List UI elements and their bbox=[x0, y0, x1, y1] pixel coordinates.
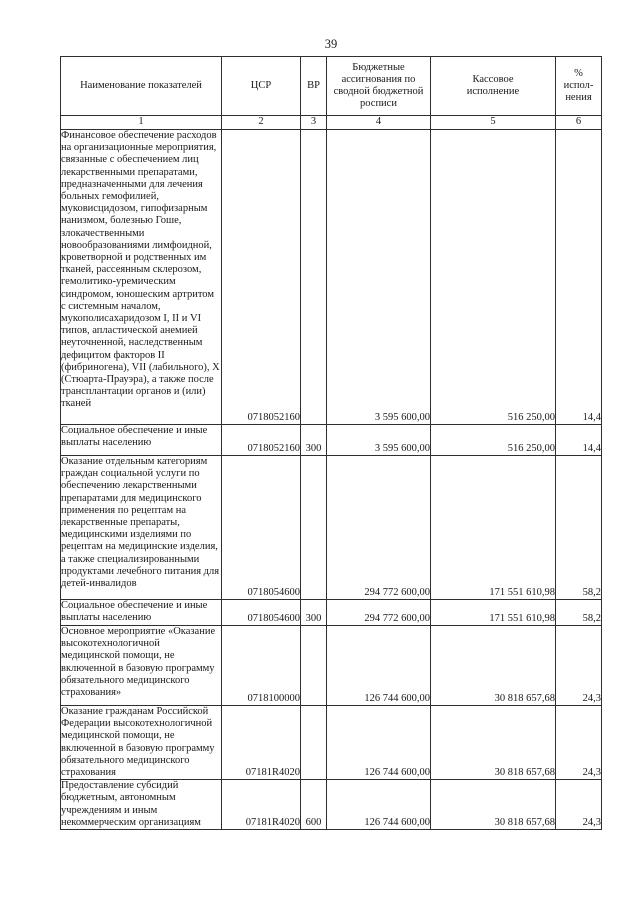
csr-code: 0718052160 bbox=[221, 129, 301, 425]
csr-code: 0718054600 bbox=[221, 599, 301, 626]
csr-code: 0718100000 bbox=[221, 625, 301, 706]
execution-percent: 14,4 bbox=[555, 424, 602, 456]
budget-allocation: 294 772 600,00 bbox=[326, 455, 431, 600]
budget-execution-table: Наименование показателей ЦСР ВР Бюджетны… bbox=[60, 56, 602, 831]
col-header-pct: % испол- нения bbox=[555, 56, 602, 116]
table-row: Оказание отдельным категориям граждан со… bbox=[60, 455, 602, 600]
column-number-row: 1 2 3 4 5 6 bbox=[60, 115, 602, 130]
header-row: Наименование показателей ЦСР ВР Бюджетны… bbox=[60, 56, 602, 116]
vr-code bbox=[300, 704, 327, 781]
budget-allocation: 3 595 600,00 bbox=[326, 129, 431, 425]
csr-code: 0718052160 bbox=[221, 424, 301, 456]
budget-allocation: 126 744 600,00 bbox=[326, 779, 431, 831]
execution-percent: 58,2 bbox=[555, 599, 602, 626]
vr-code: 300 bbox=[300, 599, 327, 626]
page-number: 39 bbox=[324, 37, 338, 51]
col-num-1: 1 bbox=[60, 115, 222, 130]
budget-allocation: 126 744 600,00 bbox=[326, 625, 431, 706]
col-header-budget: Бюджетные ассигнования по сводной бюджет… bbox=[326, 56, 431, 116]
col-header-vr: ВР bbox=[300, 56, 327, 116]
vr-code: 300 bbox=[300, 424, 327, 456]
cash-execution: 30 818 657,68 bbox=[430, 779, 556, 831]
execution-percent: 58,2 bbox=[555, 455, 602, 600]
execution-percent: 24,3 bbox=[555, 779, 602, 831]
col-num-3: 3 bbox=[300, 115, 327, 130]
cash-execution: 171 551 610,98 bbox=[430, 455, 556, 600]
indicator-name-cell: Оказание гражданам Российской Федерации … bbox=[60, 704, 222, 781]
cash-execution: 171 551 610,98 bbox=[430, 599, 556, 626]
col-header-csr: ЦСР bbox=[221, 56, 301, 116]
cash-execution: 30 818 657,68 bbox=[430, 704, 556, 781]
cash-execution: 516 250,00 bbox=[430, 424, 556, 456]
col-header-cash: Кассовое исполнение bbox=[430, 56, 556, 116]
col-header-name: Наименование показателей bbox=[60, 56, 222, 116]
indicator-name-cell: Оказание отдельным категориям граждан со… bbox=[60, 455, 222, 600]
table-row: Социальное обеспечение и иные выплаты на… bbox=[60, 424, 602, 456]
col-num-5: 5 bbox=[430, 115, 556, 130]
vr-code bbox=[300, 455, 327, 600]
col-num-6: 6 bbox=[555, 115, 602, 130]
csr-code: 0718054600 bbox=[221, 455, 301, 600]
table-row: Оказание гражданам Российской Федерации … bbox=[60, 704, 602, 781]
vr-code bbox=[300, 129, 327, 425]
table-row: Предоставление субсидий бюджетным, автон… bbox=[60, 779, 602, 831]
execution-percent: 24,3 bbox=[555, 625, 602, 706]
vr-code: 600 bbox=[300, 779, 327, 831]
execution-percent: 14,4 bbox=[555, 129, 602, 425]
indicator-name-cell: Социальное обеспечение и иные выплаты на… bbox=[60, 424, 222, 456]
budget-allocation: 294 772 600,00 bbox=[326, 599, 431, 626]
vr-code bbox=[300, 625, 327, 706]
budget-allocation: 3 595 600,00 bbox=[326, 424, 431, 456]
csr-code: 07181R4020 bbox=[221, 779, 301, 831]
col-num-4: 4 bbox=[326, 115, 431, 130]
csr-code: 07181R4020 bbox=[221, 704, 301, 781]
indicator-name-cell: Финансовое обеспечение расходов на орган… bbox=[60, 129, 222, 425]
indicator-name-cell: Предоставление субсидий бюджетным, автон… bbox=[60, 779, 222, 831]
table-row: Социальное обеспечение и иные выплаты на… bbox=[60, 599, 602, 626]
table-row: Финансовое обеспечение расходов на орган… bbox=[60, 129, 602, 425]
indicator-name-cell: Социальное обеспечение и иные выплаты на… bbox=[60, 599, 222, 626]
indicator-name-cell: Основное мероприятие «Оказание высокотех… bbox=[60, 625, 222, 706]
budget-allocation: 126 744 600,00 bbox=[326, 704, 431, 781]
table-row: Основное мероприятие «Оказание высокотех… bbox=[60, 625, 602, 706]
execution-percent: 24,3 bbox=[555, 704, 602, 781]
cash-execution: 516 250,00 bbox=[430, 129, 556, 425]
cash-execution: 30 818 657,68 bbox=[430, 625, 556, 706]
col-num-2: 2 bbox=[221, 115, 301, 130]
